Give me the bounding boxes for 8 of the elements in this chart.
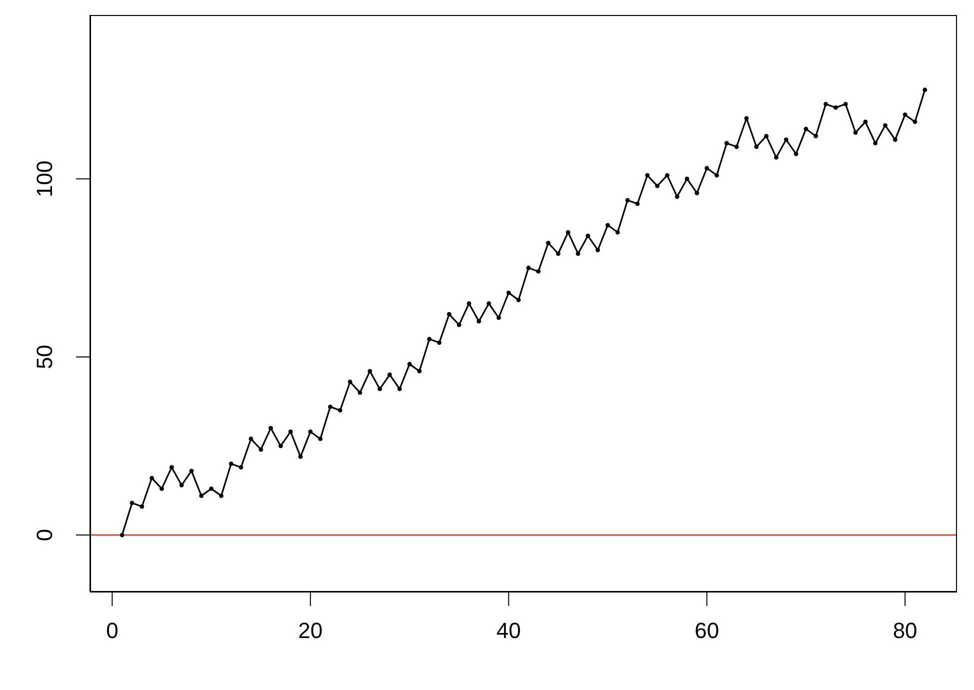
x-tick-label: 40 [496,618,521,643]
x-tick-label: 0 [106,618,118,643]
x-tick-label: 60 [694,618,720,643]
y-tick-label: 50 [32,344,57,370]
y-tick-label: 0 [32,528,57,542]
y-tick-label: 100 [32,160,57,198]
x-tick-label: 80 [892,618,918,643]
x-tick-label: 20 [298,618,323,643]
